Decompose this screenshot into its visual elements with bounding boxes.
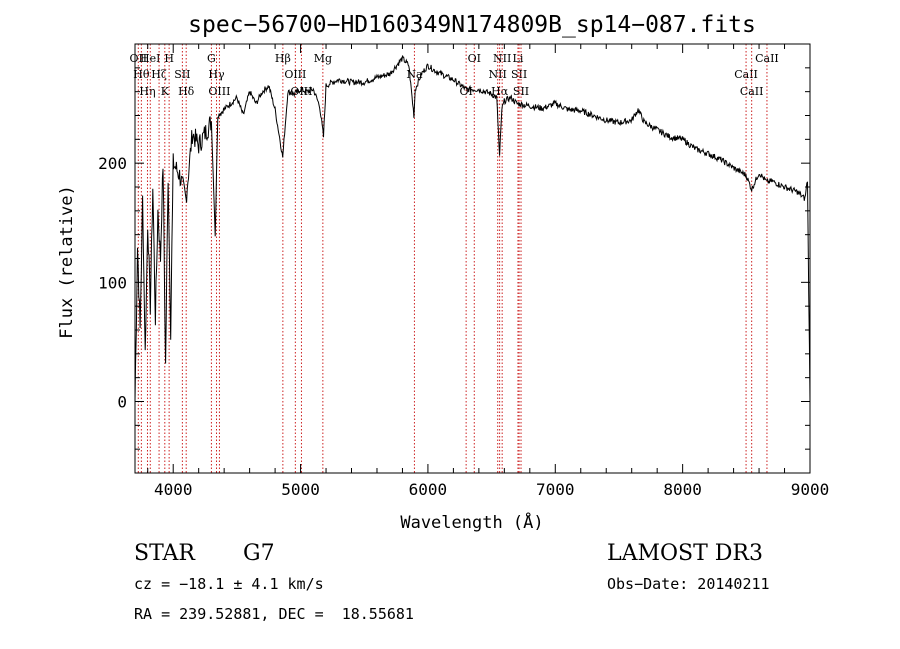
line-label: CaII [740, 85, 764, 98]
x-tick-label: 4000 [154, 480, 193, 499]
x-tick-label: 7000 [536, 480, 575, 499]
x-tick-label: 5000 [281, 480, 320, 499]
line-label: OII [129, 52, 147, 65]
spectrum-line [134, 55, 811, 402]
plot-axes: 4000 5000 6000 7000 8000 9000 0 100 200 [98, 43, 830, 499]
line-label: Hγ [208, 68, 225, 81]
survey-name: LAMOST DR3 [607, 541, 763, 566]
line-label: Li [513, 52, 524, 65]
line-label: SII [511, 68, 527, 81]
y-tick-label: 0 [117, 393, 127, 412]
line-label: OIII [284, 68, 306, 81]
observation-date: Obs−Date: 20140211 [607, 575, 770, 593]
line-label: Hβ [275, 52, 291, 65]
x-axis-label: Wavelength (Å) [400, 511, 543, 533]
line-label: OI [468, 52, 481, 65]
line-label: CaII [734, 68, 758, 81]
line-label: SII [174, 68, 190, 81]
line-label: SII [513, 85, 529, 98]
object-subclass: G7 [243, 541, 275, 566]
line-label: Hδ [178, 85, 195, 98]
plot-frame [134, 43, 811, 474]
line-label: Mg [314, 52, 332, 65]
line-label: Na [406, 68, 423, 81]
chart-title: spec−56700−HD160349N174809B_sp14−087.fit… [188, 12, 756, 38]
line-label: NII [489, 68, 507, 81]
line-label: Hη [139, 85, 155, 98]
emission-line-markers: OIIHθHηHeIHζKHSIIHδGHγOIIIHβOIIIOIIIMgNa… [129, 44, 779, 473]
x-tick-label: 8000 [663, 480, 702, 499]
line-label: K [161, 85, 170, 98]
line-label: H [164, 52, 174, 65]
line-label: G [207, 52, 216, 65]
y-axis-label: Flux (relative) [57, 185, 77, 339]
line-label: Hθ [133, 68, 150, 81]
y-tick-label: 200 [98, 154, 127, 173]
spectrum-series [134, 55, 811, 402]
redshift-velocity: cz = −18.1 ± 4.1 km/s [134, 575, 324, 593]
line-label: Hα [491, 85, 509, 98]
line-label: NII [493, 52, 511, 65]
y-tick-label: 100 [98, 273, 127, 292]
line-label: Hζ [151, 68, 167, 81]
sky-coordinates: RA = 239.52881, DEC = 18.55681 [134, 605, 414, 623]
x-tick-label: 9000 [791, 480, 830, 499]
line-label: HeI [140, 52, 160, 65]
x-tick-label: 6000 [409, 480, 448, 499]
line-label: OIII [290, 85, 312, 98]
line-label: OIII [208, 85, 230, 98]
line-label: CaII [755, 52, 779, 65]
object-class: STAR [134, 541, 195, 566]
